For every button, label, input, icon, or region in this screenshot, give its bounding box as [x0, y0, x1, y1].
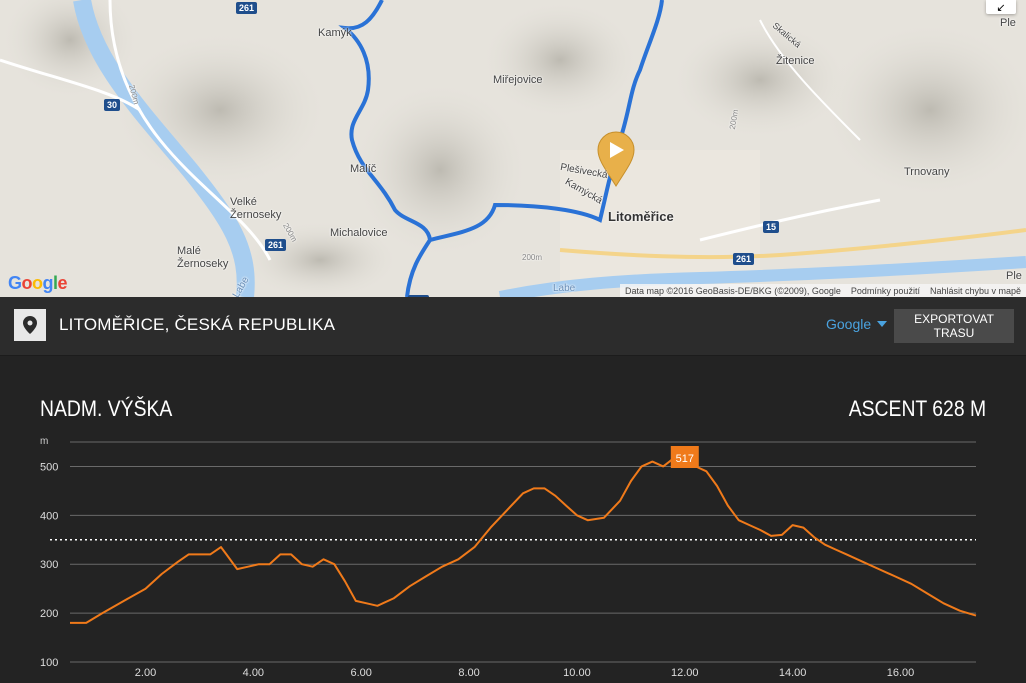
y-tick-label: 400	[40, 510, 58, 522]
x-tick-label: 6.00	[351, 667, 372, 679]
map-attribution: Data map ©2016 GeoBasis-DE/BKG (©2009), …	[620, 284, 1026, 297]
map-label: Ple	[1006, 270, 1022, 282]
road-shield: 261	[265, 239, 287, 251]
x-tick-label: 10.00	[563, 667, 591, 679]
ascent-total: ASCENT 628 M	[848, 396, 986, 421]
google-logo[interactable]: Google	[8, 273, 68, 293]
peak-marker	[670, 446, 699, 468]
x-tick-label: 14.00	[779, 667, 807, 679]
road-shield: 261	[733, 253, 755, 265]
x-tick-label: 16.00	[887, 667, 915, 679]
map-label-city: Litoměřice	[608, 209, 674, 224]
map-label: Malíč	[350, 163, 377, 175]
road-shield: 261	[408, 295, 430, 297]
map-label: Velké Žernoseky	[230, 196, 282, 221]
contour-label: 200m	[522, 253, 543, 262]
collapse-arrow-icon: ↙	[996, 0, 1006, 14]
map-provider-select[interactable]: Google	[826, 316, 888, 332]
x-tick-label: 12.00	[671, 667, 699, 679]
y-tick-label: 200	[40, 608, 58, 620]
chart-title: NADM. VÝŠKA	[40, 396, 173, 421]
location-marker-icon[interactable]	[597, 131, 635, 187]
terms-link[interactable]: Podmínky použití	[850, 285, 920, 296]
road-shield: 261	[236, 2, 258, 14]
map-label: Trnovany	[904, 166, 950, 178]
map-view[interactable]: Kamýk Miřejovice Žitenice Malíč Velké Že…	[0, 0, 1026, 297]
road-shield: 30	[104, 99, 121, 111]
location-pin-box	[14, 309, 46, 341]
map-provider-value: Google	[826, 316, 872, 332]
fullscreen-toggle-button[interactable]: ↙	[986, 0, 1016, 14]
report-error-link[interactable]: Nahlásit chybu v mapě	[929, 285, 1021, 296]
y-tick-label: 500	[40, 461, 58, 473]
location-bar: LITOMĚŘICE, ČESKÁ REPUBLIKA Google EXPOR…	[0, 297, 1026, 356]
x-tick-label: 4.00	[243, 667, 264, 679]
caret-down-icon	[877, 321, 888, 327]
elevation-chart-panel: NADM. VÝŠKA ASCENT 628 M m 100 200 300 400 50…	[0, 356, 1026, 683]
y-tick-label: 100	[40, 657, 58, 669]
map-label: Malé Žernoseky	[177, 245, 229, 270]
location-title: LITOMĚŘICE, ČESKÁ REPUBLIKA	[59, 315, 336, 334]
map-pin-icon	[23, 316, 37, 334]
x-tick-label: 2.00	[135, 667, 156, 679]
map-label: Žitenice	[776, 55, 815, 67]
elevation-line	[70, 457, 977, 624]
river-label: Labe	[553, 283, 576, 294]
map-label: Miřejovice	[493, 74, 543, 86]
map-data-credit: Data map ©2016 GeoBasis-DE/BKG (©2009), …	[625, 285, 841, 296]
x-tick-label: 8.00	[458, 667, 479, 679]
map-label: Kamýk	[318, 27, 352, 39]
map-label: Ple	[1000, 17, 1016, 29]
elevation-chart[interactable]: m 100 200 300 400 500 2.00 4.00 6.00 8.00 10.00 12.…	[0, 356, 1026, 683]
peak-marker-label: 517	[676, 453, 694, 465]
road-shield: 15	[763, 221, 780, 233]
y-tick-label: 300	[40, 559, 58, 571]
y-axis-unit-label: m	[40, 436, 48, 447]
export-route-button[interactable]: EXPORTOVAT TRASU	[894, 309, 1014, 343]
map-canvas[interactable]	[0, 0, 1026, 297]
map-label: Michalovice	[330, 227, 388, 239]
